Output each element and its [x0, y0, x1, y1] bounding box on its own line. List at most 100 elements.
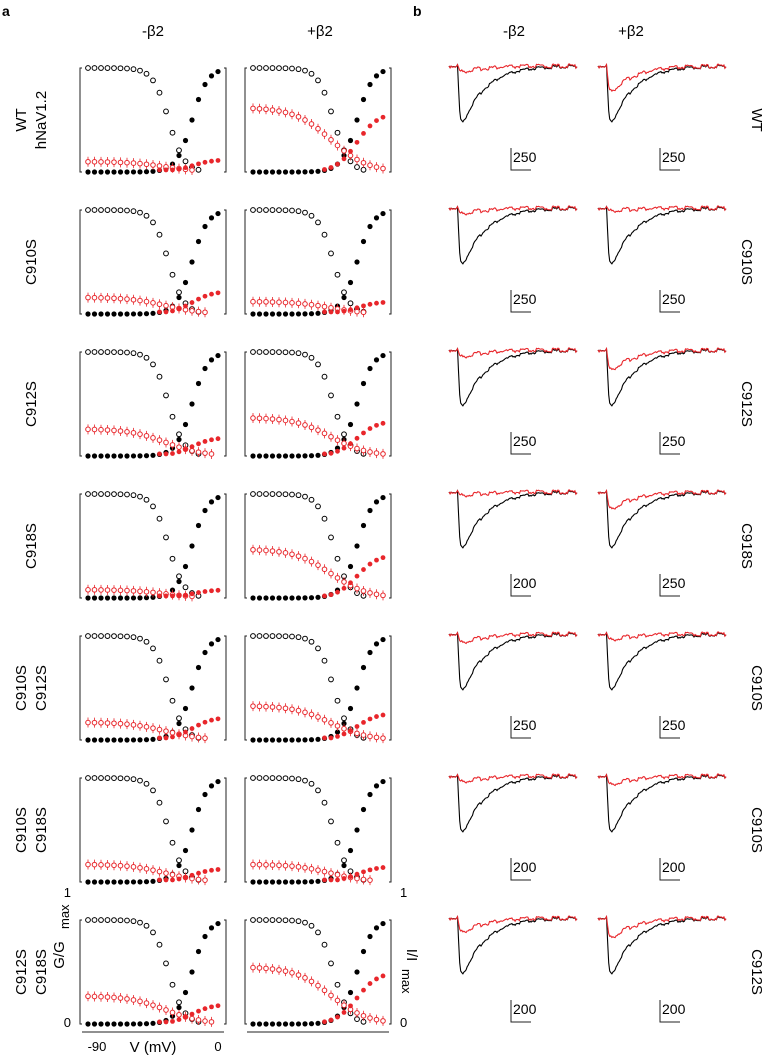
point-inact-control [111, 207, 117, 213]
point-act-control [367, 791, 373, 798]
point-inact-treated [98, 426, 104, 433]
point-act-control [289, 169, 295, 175]
current-trace-control [448, 205, 578, 265]
point-inact-control [250, 349, 256, 355]
point-act-control [91, 311, 98, 317]
row-name: WT [13, 108, 30, 131]
point-act-control [130, 169, 137, 175]
point-act-control [276, 595, 282, 601]
point-act-treated [335, 309, 340, 315]
point-inact-treated [156, 868, 163, 875]
point-inact-control [256, 917, 263, 923]
point-inact-treated [163, 728, 169, 734]
point-inact-treated [295, 420, 302, 426]
point-inact-treated [380, 735, 386, 741]
point-inact-treated [341, 1002, 347, 1009]
scale-bar [659, 148, 680, 171]
point-inact-treated [91, 861, 98, 868]
point-inact-control [263, 775, 269, 781]
point-inact-control [360, 166, 367, 173]
point-act-control [289, 1021, 295, 1027]
point-act-control [315, 736, 321, 742]
point-act-control [360, 380, 367, 387]
scatter-panel-12 [79, 917, 227, 1033]
point-act-treated [354, 573, 360, 579]
point-inact-treated [360, 447, 367, 454]
point-inact-control [169, 271, 176, 278]
panel-a-label: a [2, 3, 10, 19]
y-axis-right-label: I/I max [399, 949, 420, 994]
point-inact-treated [124, 159, 130, 166]
point-act-treated [215, 587, 221, 593]
point-inact-treated [150, 867, 156, 873]
point-inact-treated [282, 968, 289, 974]
point-inact-control [163, 392, 169, 399]
point-act-control [91, 1021, 98, 1027]
point-inact-treated [91, 294, 98, 301]
point-act-control [98, 1021, 104, 1027]
point-act-treated [367, 426, 373, 431]
point-act-control [143, 879, 150, 885]
point-inact-treated [98, 587, 104, 593]
point-inact-control [85, 633, 91, 639]
point-inact-treated [202, 735, 208, 741]
point-act-control [367, 507, 373, 514]
y-axis-right-sub: max [399, 969, 414, 994]
point-inact-treated [360, 1012, 367, 1019]
point-inact-treated [256, 965, 263, 971]
point-inact-control [85, 917, 91, 923]
axis-bracket-right [389, 635, 392, 741]
point-act-control [91, 169, 98, 175]
point-inact-control [328, 392, 334, 399]
point-inact-treated [315, 982, 321, 989]
point-act-control [111, 879, 117, 885]
point-inact-control [308, 638, 315, 645]
point-inact-treated [315, 714, 321, 720]
point-inact-treated [91, 993, 98, 1000]
point-act-treated [380, 114, 386, 120]
point-inact-control [117, 65, 124, 72]
point-inact-control [315, 361, 321, 368]
point-inact-treated [380, 165, 386, 172]
point-inact-control [315, 219, 321, 226]
trace-panel-7: 250 [597, 488, 727, 597]
point-act-control [182, 847, 189, 854]
point-inact-control [302, 777, 308, 784]
point-inact-treated [85, 426, 91, 433]
point-inact-treated [308, 978, 315, 985]
point-act-control [137, 453, 143, 459]
point-act-control [354, 117, 360, 123]
point-act-treated [209, 717, 214, 723]
point-inact-treated [315, 302, 321, 309]
scatter-panel-1 [244, 65, 392, 175]
point-act-control [98, 879, 104, 885]
axis-bracket-left [244, 493, 247, 599]
point-act-control [189, 969, 195, 975]
point-act-control [202, 81, 208, 88]
y-axis-right-main: I/I [403, 949, 420, 962]
point-act-treated [361, 719, 366, 725]
point-inact-treated [269, 704, 276, 710]
point-inact-treated [354, 730, 360, 737]
point-act-control [215, 68, 221, 75]
point-inact-treated [104, 427, 111, 433]
y-axis-left-main: G/G [51, 941, 68, 969]
trace-panel-9: 250 [597, 631, 727, 739]
point-inact-control [91, 633, 98, 639]
point-inact-control [137, 209, 143, 216]
point-act-treated [202, 1006, 208, 1012]
scale-bar [510, 716, 531, 739]
point-act-treated [354, 305, 360, 311]
y-axis-left-sub: max [57, 904, 72, 929]
scale-bar [510, 148, 531, 171]
point-inact-treated [373, 591, 380, 598]
trace-panel-1: 250 [597, 62, 727, 171]
point-act-treated [215, 290, 221, 296]
point-act-treated [354, 871, 360, 877]
point-act-treated [183, 874, 188, 880]
point-inact-treated [302, 422, 308, 428]
point-inact-treated [176, 1011, 182, 1018]
point-act-treated [209, 588, 214, 594]
axis-bracket-right [224, 635, 227, 741]
